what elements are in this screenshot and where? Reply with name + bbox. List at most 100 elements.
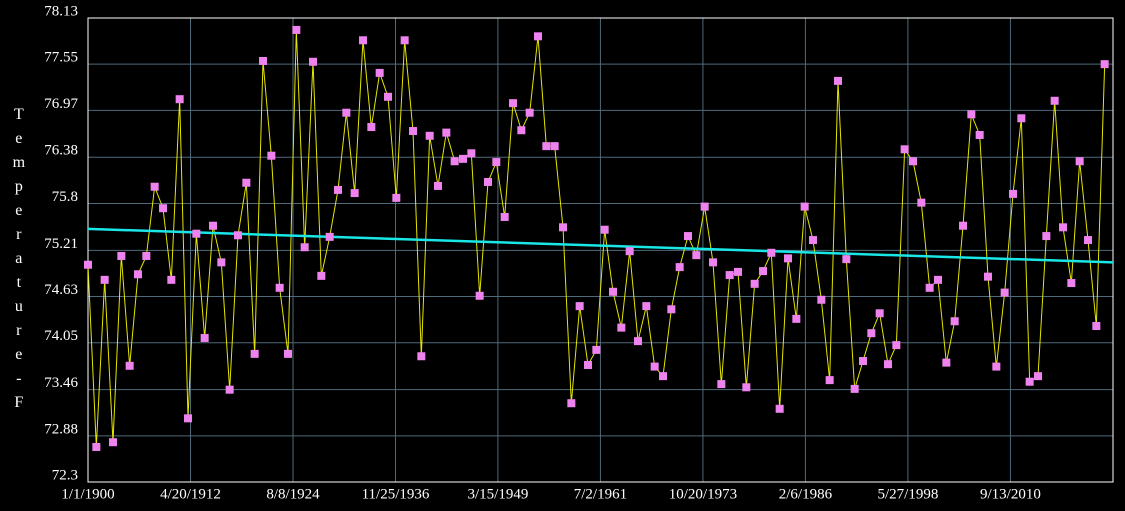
data-point xyxy=(559,223,567,232)
data-point xyxy=(350,189,359,198)
y-tick-label: 74.63 xyxy=(44,282,78,298)
data-point xyxy=(367,123,376,132)
x-tick-label: 3/15/1949 xyxy=(467,486,528,502)
data-point xyxy=(617,323,626,332)
data-point xyxy=(142,251,151,260)
data-point xyxy=(342,108,351,117)
data-point xyxy=(709,258,717,267)
data-point xyxy=(959,221,967,230)
data-point xyxy=(867,329,876,338)
data-point xyxy=(125,361,134,370)
data-point xyxy=(767,248,776,257)
data-point xyxy=(759,267,767,276)
data-point xyxy=(1009,189,1017,198)
data-point xyxy=(692,251,701,260)
data-point xyxy=(934,275,942,284)
data-point xyxy=(1017,114,1026,123)
data-point xyxy=(234,231,242,240)
data-point xyxy=(217,258,226,267)
data-point xyxy=(750,279,759,288)
data-point xyxy=(300,243,309,252)
data-point xyxy=(150,182,159,191)
data-point xyxy=(742,383,751,392)
data-point xyxy=(242,178,251,187)
y-tick-label: 72.88 xyxy=(44,421,78,437)
y-axis-label: Temperature-F xyxy=(10,106,27,418)
data-point xyxy=(1059,223,1067,232)
y-tick-label: 73.46 xyxy=(44,375,78,391)
data-point xyxy=(884,360,892,369)
y-tick-label: 75.8 xyxy=(52,189,78,205)
x-tick-label: 11/25/1936 xyxy=(362,486,430,502)
data-point xyxy=(450,157,459,166)
data-point xyxy=(409,127,417,136)
trend-line xyxy=(87,227,1114,264)
data-point xyxy=(292,25,301,34)
data-point xyxy=(317,271,326,280)
x-tick-label: 7/2/1961 xyxy=(574,486,627,502)
data-point xyxy=(1025,377,1034,386)
data-point xyxy=(475,291,484,300)
data-point xyxy=(309,57,317,66)
y-tick-label: 75.21 xyxy=(44,236,78,252)
data-point xyxy=(442,128,451,137)
data-point xyxy=(734,267,742,276)
data-point xyxy=(334,185,342,194)
data-point xyxy=(825,376,834,385)
data-point xyxy=(375,68,384,77)
data-point xyxy=(1092,322,1101,331)
x-tick-label: 2/6/1986 xyxy=(779,486,833,502)
data-point xyxy=(925,283,934,292)
data-point xyxy=(667,305,676,314)
y-tick-label: 72.3 xyxy=(52,467,78,483)
data-point xyxy=(1084,236,1092,245)
data-point xyxy=(275,283,284,292)
data-point xyxy=(550,142,559,151)
data-point xyxy=(1075,157,1084,166)
data-point xyxy=(1000,288,1009,297)
data-point xyxy=(650,362,659,371)
data-point xyxy=(609,287,617,296)
data-point xyxy=(600,225,609,234)
data-point xyxy=(1034,372,1042,381)
data-point xyxy=(1050,96,1059,105)
data-point xyxy=(800,202,809,211)
data-point xyxy=(909,157,917,166)
data-point xyxy=(250,349,259,358)
data-point xyxy=(209,221,217,230)
data-point xyxy=(984,272,992,281)
data-point xyxy=(717,380,726,389)
data-point xyxy=(192,229,201,238)
data-point xyxy=(117,251,126,260)
data-point xyxy=(109,438,117,447)
data-point xyxy=(592,345,601,354)
data-point xyxy=(659,372,667,381)
data-point xyxy=(134,270,142,279)
data-point xyxy=(584,361,592,370)
data-point xyxy=(167,275,176,284)
data-point xyxy=(400,36,409,45)
data-point xyxy=(284,349,292,358)
data-point xyxy=(225,385,234,394)
data-point xyxy=(784,254,792,263)
data-point xyxy=(1042,232,1051,241)
data-point xyxy=(175,95,184,104)
data-point xyxy=(725,271,734,280)
data-point xyxy=(359,36,367,45)
data-point xyxy=(84,260,92,269)
data-point xyxy=(942,358,951,367)
data-point xyxy=(434,181,442,190)
y-tick-label: 78.13 xyxy=(44,3,78,19)
data-point xyxy=(509,99,517,108)
data-point xyxy=(700,202,709,211)
data-point xyxy=(842,255,851,264)
data-point xyxy=(634,337,642,346)
data-point xyxy=(484,177,492,186)
data-point xyxy=(892,341,901,350)
data-point xyxy=(975,130,984,139)
data-point xyxy=(875,309,884,318)
data-point xyxy=(1100,60,1109,69)
data-point xyxy=(809,236,817,245)
